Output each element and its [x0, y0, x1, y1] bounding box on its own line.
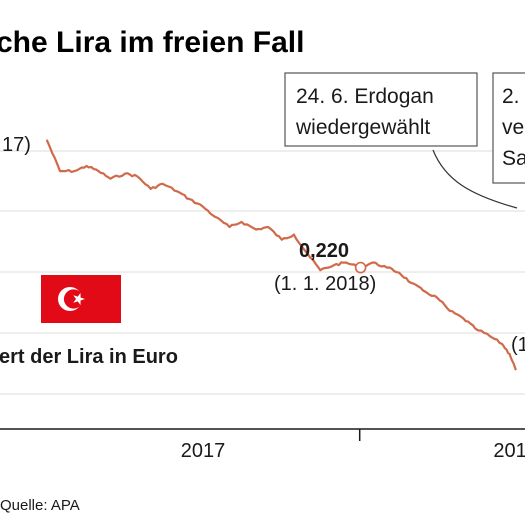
annotation-box-second-line: 2.	[502, 85, 520, 108]
annotation-box-erdogan-line: wiedergewählt	[295, 116, 430, 139]
data-point	[85, 165, 88, 167]
data-point	[319, 269, 322, 272]
data-point	[228, 226, 231, 228]
data-point	[214, 215, 216, 218]
data-point	[46, 139, 48, 142]
data-point	[59, 170, 61, 173]
grid	[0, 150, 525, 395]
data-point	[280, 238, 283, 241]
data-point	[514, 368, 517, 371]
data-point	[474, 327, 477, 330]
y-axis-label: ert der Lira in Euro	[0, 346, 178, 368]
annotation-box-second: 2. ve Sa	[492, 72, 525, 184]
annotation-box-second-line: ve	[502, 116, 524, 139]
data-point	[149, 188, 152, 190]
data-point	[371, 261, 374, 264]
data-point	[161, 182, 164, 185]
annotation-value-jan-2018: 0,220	[299, 240, 349, 262]
data-point	[255, 228, 257, 231]
annotation-leader-line	[432, 149, 518, 209]
x-tick-labels: 2017 2018	[181, 440, 525, 462]
data-point	[109, 177, 112, 180]
data-point	[489, 335, 491, 338]
annotation-start: 17)	[2, 134, 31, 156]
source-note: Quelle: APA	[0, 497, 80, 514]
data-points	[46, 139, 517, 371]
x-tick-label: 2017	[181, 440, 226, 462]
data-point	[501, 342, 503, 345]
data-point	[176, 190, 179, 193]
data-point	[345, 261, 347, 264]
data-point	[462, 317, 465, 320]
annotation-date-jan-2018: (1. 1. 2018)	[274, 273, 376, 295]
annotation-box-erdogan-line: 24. 6. Erdogan	[296, 85, 434, 108]
data-point	[188, 198, 191, 200]
data-point	[202, 205, 204, 208]
data-point	[73, 170, 76, 173]
data-point	[292, 233, 295, 236]
data-point	[422, 289, 424, 292]
annotation-box-second-line: Sa	[502, 147, 525, 170]
data-point	[448, 309, 451, 312]
x-tick-label: 2018	[493, 440, 525, 462]
data-point	[267, 226, 269, 228]
highlight-marker	[354, 261, 367, 274]
data-point	[124, 172, 126, 175]
data-point	[436, 297, 439, 299]
data-point	[333, 264, 335, 266]
annotation-edge: (1	[511, 334, 525, 356]
data-point	[386, 266, 388, 269]
data-point	[240, 221, 243, 223]
data-point	[410, 282, 412, 284]
series-line	[46, 139, 517, 371]
turkish-flag-icon	[41, 275, 121, 323]
chart-title: che Lira im freien Fall	[0, 26, 304, 59]
data-point	[97, 170, 100, 173]
annotation-box-erdogan: 24. 6. Erdogan wiedergewählt	[284, 72, 478, 147]
data-point	[307, 254, 310, 256]
data-point	[398, 271, 400, 274]
data-point	[136, 175, 138, 178]
data-point	[508, 353, 511, 355]
